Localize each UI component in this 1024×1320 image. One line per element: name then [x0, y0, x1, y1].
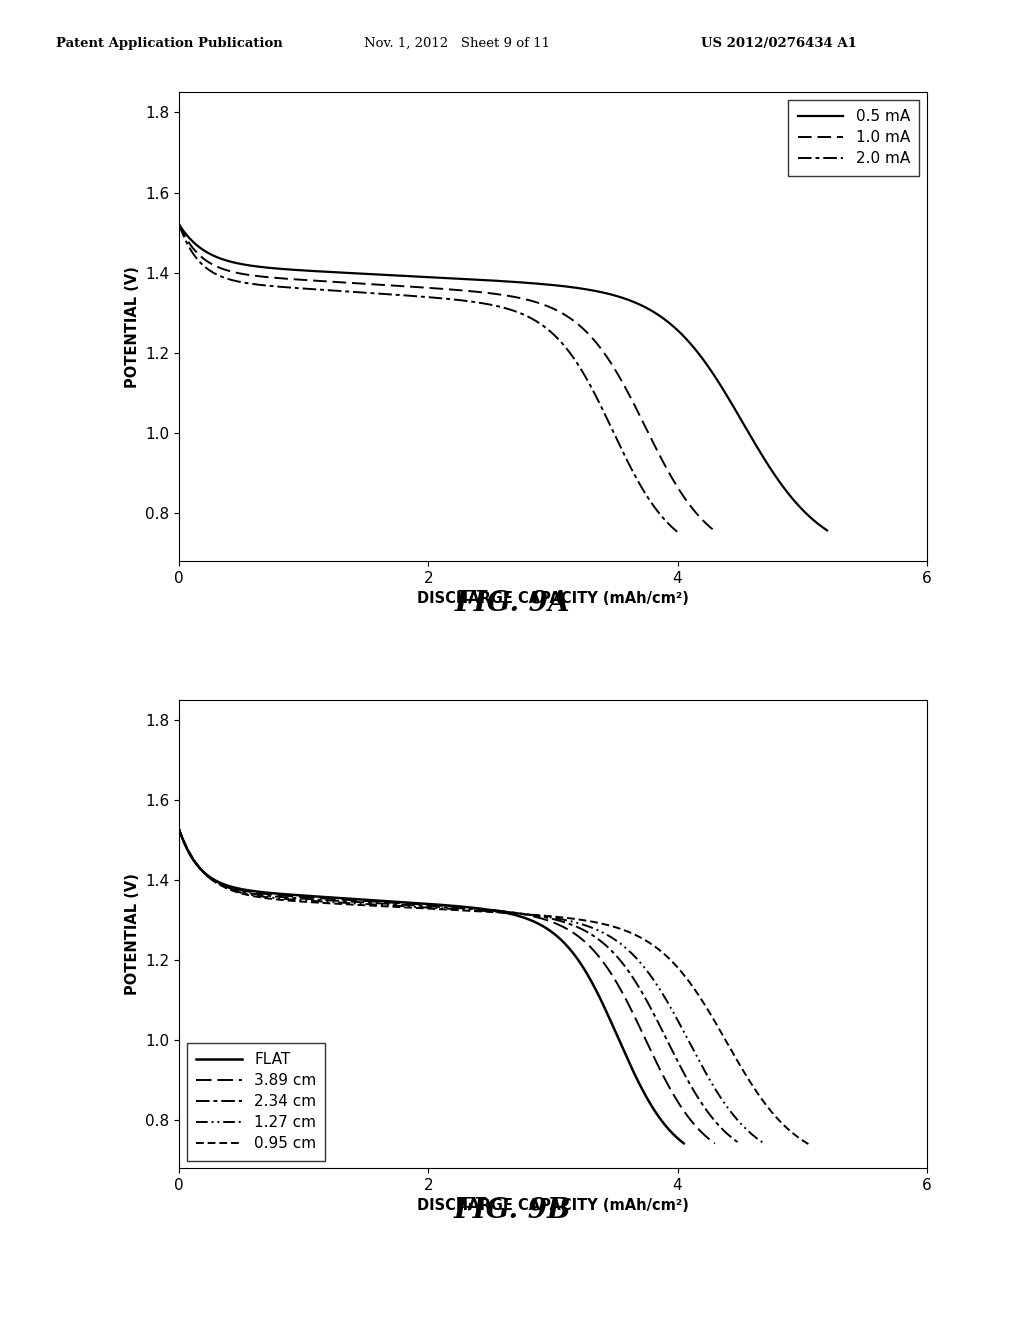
Y-axis label: POTENTIAL (V): POTENTIAL (V)	[125, 873, 139, 995]
1.27 cm	[617, 939, 630, 954]
Line: 1.27 cm: 1.27 cm	[179, 830, 765, 1144]
2.34 cm	[655, 1022, 668, 1038]
Text: US 2012/0276434 A1: US 2012/0276434 A1	[701, 37, 857, 50]
FLAT	[556, 933, 568, 949]
FLAT	[495, 904, 507, 920]
0.95 cm	[650, 940, 663, 956]
FLAT	[479, 902, 492, 917]
1.0 mA	[709, 523, 721, 539]
FLAT	[466, 900, 478, 916]
Line: 0.5 mA: 0.5 mA	[179, 224, 827, 531]
Y-axis label: POTENTIAL (V): POTENTIAL (V)	[125, 265, 139, 388]
0.5 mA	[586, 282, 598, 298]
0.95 cm	[802, 1137, 814, 1152]
2.34 cm	[208, 873, 220, 888]
2.0 mA	[204, 263, 216, 279]
1.0 mA	[499, 288, 511, 304]
0.95 cm	[539, 908, 551, 924]
0.5 mA	[821, 523, 834, 539]
1.27 cm	[759, 1137, 771, 1152]
0.5 mA	[173, 216, 185, 232]
2.34 cm	[530, 908, 543, 924]
X-axis label: DISCHARGE CAPACITY (mAh/cm²): DISCHARGE CAPACITY (mAh/cm²)	[417, 591, 689, 606]
Line: 0.95 cm: 0.95 cm	[179, 830, 808, 1144]
2.0 mA	[490, 298, 503, 314]
1.0 mA	[514, 290, 526, 306]
1.27 cm	[209, 874, 221, 890]
FLAT	[678, 1135, 690, 1151]
1.0 mA	[580, 323, 592, 339]
3.89 cm	[514, 906, 526, 921]
0.95 cm	[173, 822, 185, 838]
Legend: FLAT, 3.89 cm, 2.34 cm, 1.27 cm, 0.95 cm: FLAT, 3.89 cm, 2.34 cm, 1.27 cm, 0.95 cm	[186, 1043, 326, 1160]
FLAT	[173, 822, 185, 838]
2.34 cm	[173, 822, 185, 838]
3.89 cm	[484, 902, 497, 917]
2.34 cm	[733, 1135, 745, 1151]
X-axis label: DISCHARGE CAPACITY (mAh/cm²): DISCHARGE CAPACITY (mAh/cm²)	[417, 1199, 689, 1213]
2.0 mA	[602, 413, 614, 429]
3.89 cm	[206, 871, 218, 887]
1.27 cm	[528, 907, 541, 923]
0.5 mA	[549, 277, 561, 293]
2.0 mA	[173, 216, 185, 232]
Legend: 0.5 mA, 1.0 mA, 2.0 mA: 0.5 mA, 1.0 mA, 2.0 mA	[788, 100, 920, 176]
0.5 mA	[213, 249, 225, 265]
Line: 2.34 cm: 2.34 cm	[179, 830, 739, 1143]
2.0 mA	[463, 293, 475, 309]
2.0 mA	[551, 330, 563, 346]
1.27 cm	[677, 1023, 689, 1039]
Line: 2.0 mA: 2.0 mA	[179, 224, 678, 532]
Line: FLAT: FLAT	[179, 830, 684, 1143]
0.95 cm	[212, 875, 224, 891]
2.34 cm	[598, 936, 610, 952]
Text: FIG. 9B: FIG. 9B	[454, 1197, 570, 1224]
3.89 cm	[709, 1135, 721, 1151]
1.27 cm	[513, 906, 525, 921]
1.27 cm	[173, 822, 185, 838]
0.5 mA	[665, 315, 677, 331]
1.0 mA	[634, 409, 646, 425]
3.89 cm	[580, 935, 592, 950]
2.34 cm	[513, 906, 525, 921]
3.89 cm	[634, 1020, 646, 1036]
1.27 cm	[546, 909, 558, 925]
0.95 cm	[715, 1024, 727, 1040]
2.0 mA	[475, 296, 487, 312]
2.0 mA	[672, 524, 684, 540]
Text: Patent Application Publication: Patent Application Publication	[56, 37, 283, 50]
1.0 mA	[484, 285, 497, 301]
1.0 mA	[173, 216, 185, 232]
Line: 3.89 cm: 3.89 cm	[179, 830, 715, 1143]
Text: FIG. 9A: FIG. 9A	[455, 590, 569, 616]
3.89 cm	[173, 822, 185, 838]
1.0 mA	[206, 256, 218, 272]
Text: Nov. 1, 2012   Sheet 9 of 11: Nov. 1, 2012 Sheet 9 of 11	[364, 37, 550, 50]
Line: 1.0 mA: 1.0 mA	[179, 224, 715, 531]
3.89 cm	[499, 903, 511, 919]
2.34 cm	[499, 904, 511, 920]
FLAT	[607, 1020, 620, 1036]
0.95 cm	[573, 912, 586, 928]
0.5 mA	[566, 280, 579, 296]
FLAT	[204, 870, 216, 886]
0.5 mA	[731, 405, 743, 421]
0.95 cm	[555, 909, 567, 925]
